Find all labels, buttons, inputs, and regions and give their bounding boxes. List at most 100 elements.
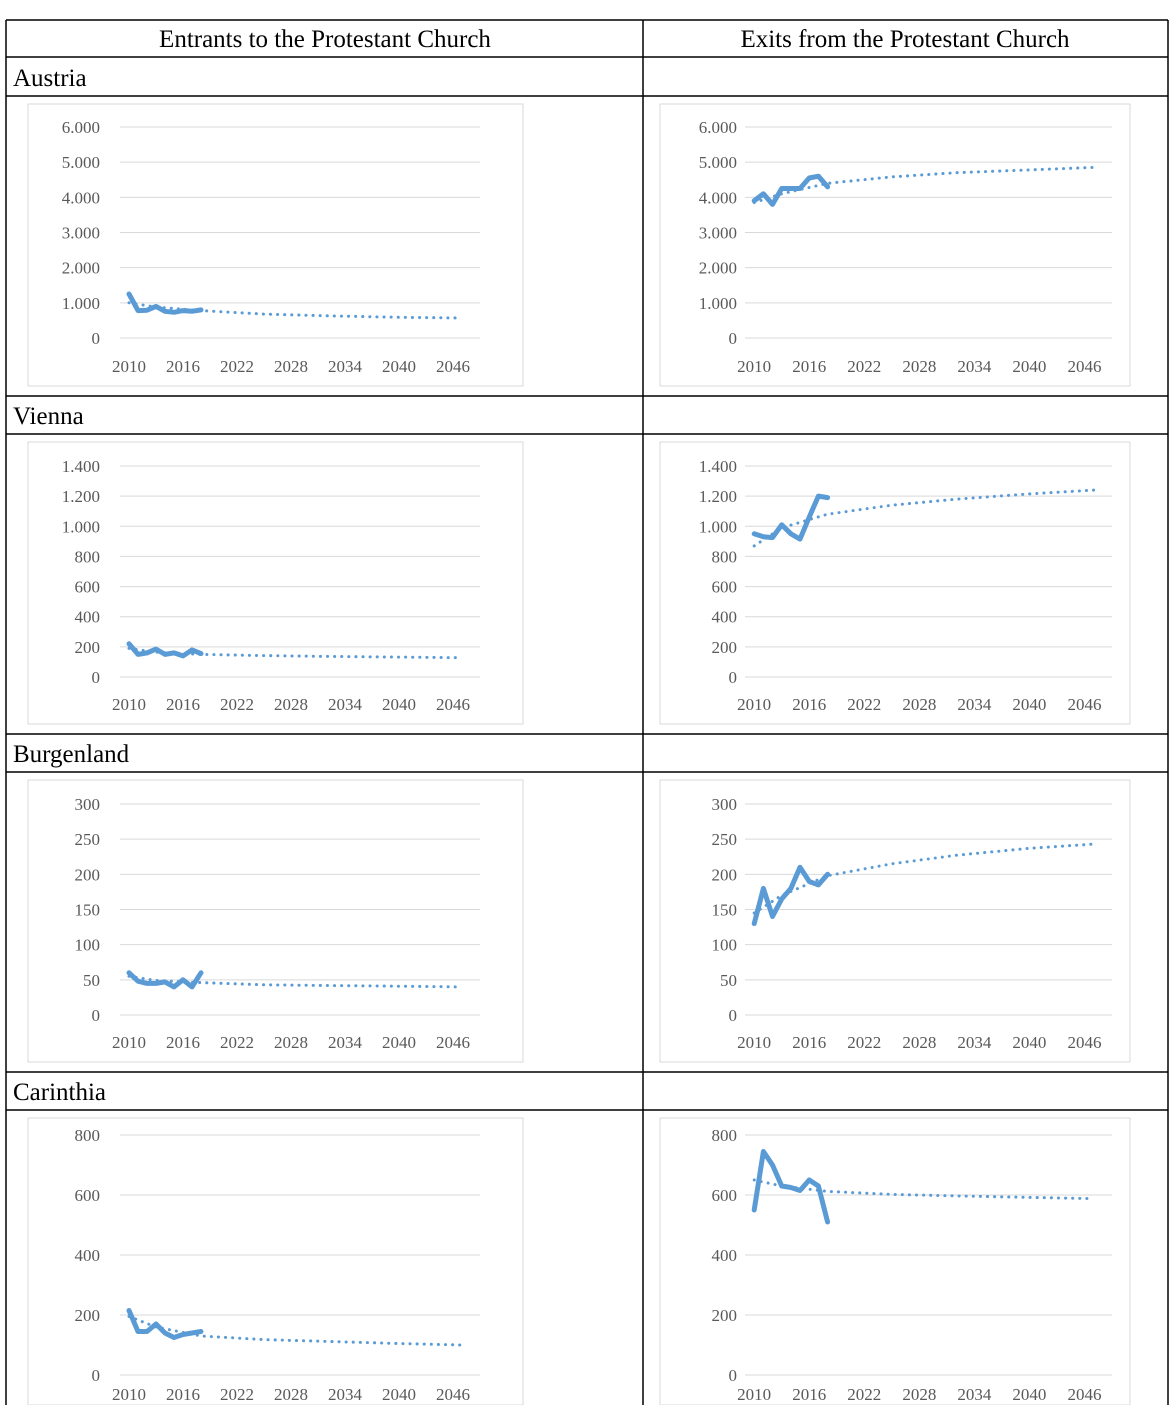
y-tick-label: 50 (720, 971, 737, 990)
y-tick-label: 6.000 (62, 118, 100, 137)
y-tick-label: 1.000 (62, 517, 100, 536)
x-tick-label: 2028 (902, 1033, 936, 1052)
trend-line (752, 842, 1096, 915)
x-tick-label: 2010 (737, 357, 771, 376)
y-tick-label: 4.000 (62, 188, 100, 207)
x-tick-label: 2034 (328, 695, 363, 714)
region-label: Austria (13, 65, 87, 92)
y-tick-label: 6.000 (699, 118, 737, 137)
y-tick-label: 5.000 (699, 153, 737, 172)
y-tick-label: 4.000 (699, 188, 737, 207)
region-label: Burgenland (13, 741, 130, 768)
y-tick-label: 1.400 (62, 457, 100, 476)
x-tick-label: 2028 (274, 1385, 308, 1404)
y-tick-label: 250 (712, 830, 738, 849)
x-tick-label: 2040 (382, 357, 416, 376)
y-tick-label: 300 (712, 795, 738, 814)
x-tick-label: 2028 (274, 695, 308, 714)
column-header: Entrants to the Protestant Church (159, 26, 491, 53)
x-tick-label: 2040 (1012, 1385, 1046, 1404)
y-tick-label: 1.000 (62, 294, 100, 313)
y-tick-label: 1.200 (62, 487, 100, 506)
x-tick-label: 2046 (1067, 695, 1101, 714)
y-tick-label: 0 (729, 1006, 738, 1025)
y-tick-label: 600 (75, 1186, 101, 1205)
trend-line (127, 1315, 464, 1347)
x-tick-label: 2028 (902, 357, 936, 376)
data-line (751, 173, 831, 207)
y-tick-label: 1.400 (699, 457, 737, 476)
x-tick-label: 2022 (220, 357, 254, 376)
y-tick-label: 1.000 (699, 517, 737, 536)
y-tick-label: 0 (92, 668, 101, 687)
x-tick-label: 2016 (792, 695, 826, 714)
x-tick-label: 2040 (382, 1033, 416, 1052)
x-tick-label: 2016 (792, 1385, 826, 1404)
x-tick-label: 2010 (112, 357, 146, 376)
table-borders (5, 19, 1169, 1405)
x-tick-label: 2046 (1067, 1033, 1101, 1052)
x-tick-label: 2040 (1012, 357, 1046, 376)
x-tick-label: 2040 (1012, 1033, 1046, 1052)
y-tick-label: 800 (75, 1126, 101, 1145)
x-tick-label: 2010 (112, 1033, 146, 1052)
x-tick-label: 2046 (436, 357, 470, 376)
y-tick-label: 400 (75, 1246, 101, 1265)
x-tick-label: 2010 (112, 695, 146, 714)
y-tick-label: 0 (729, 329, 738, 348)
y-tick-label: 2.000 (62, 259, 100, 278)
y-tick-label: 0 (729, 1366, 738, 1385)
x-tick-label: 2022 (220, 1033, 254, 1052)
data-line (126, 641, 204, 659)
x-tick-label: 2022 (220, 1385, 254, 1404)
x-tick-label: 2016 (166, 695, 200, 714)
data-line (751, 864, 831, 927)
y-tick-label: 200 (75, 638, 101, 657)
x-tick-label: 2034 (957, 695, 992, 714)
y-tick-label: 800 (75, 547, 101, 566)
chart-frame (659, 1117, 1131, 1406)
x-tick-label: 2010 (737, 1385, 771, 1404)
y-tick-label: 800 (712, 1126, 738, 1145)
x-tick-label: 2046 (436, 695, 470, 714)
trend-line (127, 301, 464, 320)
x-tick-label: 2034 (957, 357, 992, 376)
y-tick-label: 0 (92, 1366, 101, 1385)
x-tick-label: 2010 (112, 1385, 146, 1404)
y-tick-label: 400 (712, 608, 738, 627)
x-tick-label: 2022 (847, 1033, 881, 1052)
x-tick-label: 2040 (382, 1385, 416, 1404)
x-tick-label: 2016 (166, 1385, 200, 1404)
y-tick-label: 5.000 (62, 153, 100, 172)
y-tick-label: 200 (712, 1306, 738, 1325)
x-tick-label: 2046 (436, 1033, 470, 1052)
x-tick-label: 2022 (847, 357, 881, 376)
x-tick-label: 2028 (902, 1385, 936, 1404)
y-tick-label: 600 (712, 578, 738, 597)
y-tick-label: 100 (75, 936, 101, 955)
y-tick-label: 200 (712, 638, 738, 657)
x-tick-label: 2016 (792, 1033, 826, 1052)
x-tick-label: 2016 (792, 357, 826, 376)
x-tick-label: 2046 (1067, 1385, 1101, 1404)
x-tick-label: 2016 (166, 357, 200, 376)
y-tick-label: 200 (75, 1306, 101, 1325)
chart-frame (27, 1117, 524, 1406)
chart-frame (27, 441, 524, 725)
y-tick-label: 400 (712, 1246, 738, 1265)
trend-line (752, 488, 1096, 548)
y-tick-label: 2.000 (699, 259, 737, 278)
y-tick-label: 200 (712, 865, 738, 884)
y-tick-label: 600 (75, 578, 101, 597)
x-tick-label: 2034 (957, 1385, 992, 1404)
trend-line (127, 974, 464, 989)
y-tick-label: 0 (92, 329, 101, 348)
x-tick-label: 2040 (1012, 695, 1046, 714)
trend-line (752, 1178, 1096, 1201)
y-tick-label: 100 (712, 936, 738, 955)
x-tick-label: 2028 (274, 357, 308, 376)
y-tick-label: 1.000 (699, 294, 737, 313)
trend-line (127, 646, 464, 660)
y-tick-label: 150 (712, 901, 738, 920)
